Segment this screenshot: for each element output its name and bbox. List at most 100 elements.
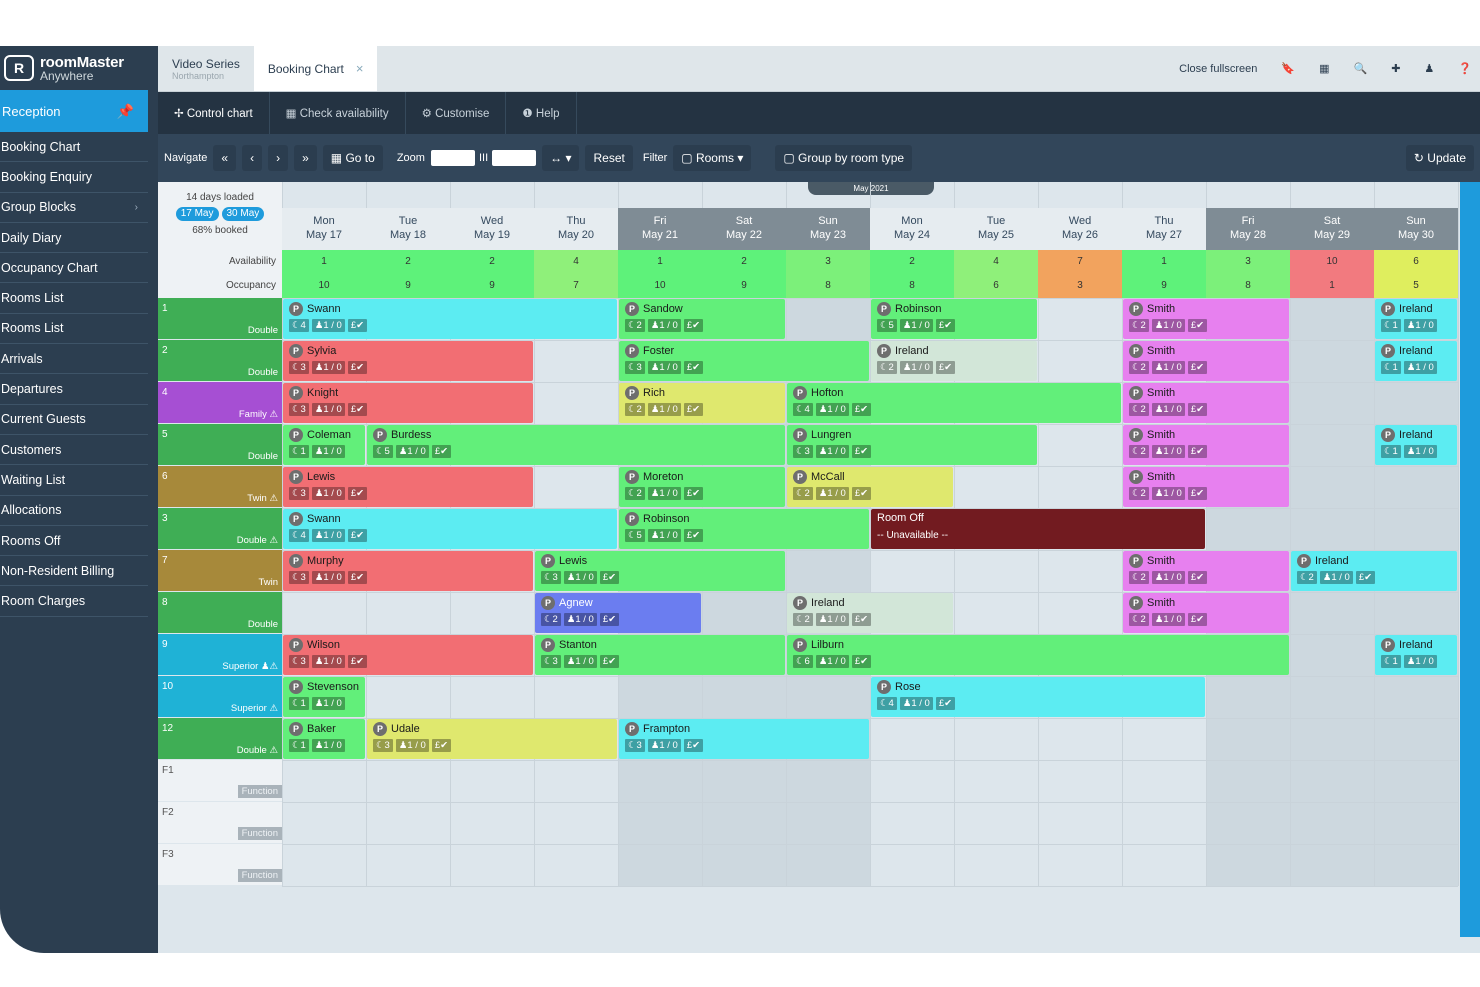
room-label[interactable]: 6 Twin ⚠ <box>158 466 282 508</box>
previous-button[interactable]: ‹ <box>242 145 263 171</box>
help-icon[interactable]: ❓ <box>1458 63 1472 75</box>
booking-block[interactable]: P Agnew ☾2 ♟1 / 0 £✔ <box>535 593 701 633</box>
sidebar-item-waiting-list[interactable]: Waiting List <box>0 465 148 496</box>
booking-block[interactable]: P Ireland ☾1 ♟1 / 0 <box>1375 425 1457 465</box>
room-label[interactable]: 5 Double <box>158 424 282 466</box>
pin-icon[interactable]: 📌 <box>116 102 134 119</box>
booking-block[interactable]: P Swann ☾4 ♟1 / 0 £✔ <box>283 299 617 339</box>
calendar-icon[interactable]: ▦ <box>1319 63 1330 75</box>
room-label[interactable]: F1 Function <box>158 760 282 802</box>
booking-block[interactable]: P Lungren ☾3 ♟1 / 0 £✔ <box>787 425 1037 465</box>
booking-block[interactable]: P Lewis ☾3 ♟1 / 0 £✔ <box>283 467 533 507</box>
next-button[interactable]: › <box>268 145 289 171</box>
room-label[interactable]: 7 Twin <box>158 550 282 592</box>
reset-button[interactable]: Reset <box>585 145 633 171</box>
booking-block[interactable]: P Swann ☾4 ♟1 / 0 £✔ <box>283 509 617 549</box>
sidebar-item-departures[interactable]: Departures <box>0 374 148 405</box>
booking-block[interactable]: P Stevenson ☾1 ♟1 / 0 <box>283 677 365 717</box>
first-page-button[interactable]: « <box>213 145 237 171</box>
group-by-room-type-toggle[interactable]: ▢ Group by room type <box>775 145 913 171</box>
booking-block[interactable]: P Smith ☾2 ♟1 / 0 £✔ <box>1123 467 1289 507</box>
sidebar-item-group-blocks[interactable]: Group Blocks › <box>0 193 148 223</box>
control-chart-button[interactable]: ✢ Control chart <box>158 92 270 134</box>
booking-block[interactable]: P Smith ☾2 ♟1 / 0 £✔ <box>1123 551 1289 591</box>
day-header[interactable]: Sat May 29 <box>1290 208 1374 250</box>
booking-block[interactable]: P Hofton ☾4 ♟1 / 0 £✔ <box>787 383 1121 423</box>
day-header[interactable]: Mon May 17 <box>282 208 366 250</box>
day-header[interactable]: Fri May 21 <box>618 208 702 250</box>
booking-block[interactable]: P Robinson ☾5 ♟1 / 0 £✔ <box>619 509 869 549</box>
room-label[interactable]: 2 Double <box>158 340 282 382</box>
booking-block[interactable]: P Smith ☾2 ♟1 / 0 £✔ <box>1123 593 1289 633</box>
booking-block[interactable]: P Knight ☾3 ♟1 / 0 £✔ <box>283 383 533 423</box>
bookmark-icon[interactable]: 🔖 <box>1281 63 1296 75</box>
booking-block[interactable]: P Ireland ☾2 ♟1 / 0 £✔ <box>871 341 1037 381</box>
day-header[interactable]: Thu May 20 <box>534 208 618 250</box>
sidebar-item-current-guests[interactable]: Current Guests <box>0 405 148 435</box>
booking-block[interactable]: P Ireland ☾2 ♟1 / 0 £✔ <box>787 593 953 633</box>
room-off-block[interactable]: Room Off -- Unavailable -- <box>871 509 1205 549</box>
help-button[interactable]: ❶ Help <box>506 92 577 134</box>
booking-block[interactable]: P Rich ☾2 ♟1 / 0 £✔ <box>619 383 785 423</box>
last-page-button[interactable]: » <box>294 145 317 171</box>
tab-video-series[interactable]: Video Series Northampton <box>158 46 254 91</box>
zoom-track-left[interactable] <box>430 150 475 166</box>
rooms-filter-dropdown[interactable]: ▢ Rooms ▾ <box>673 145 752 171</box>
room-label[interactable]: 8 Double <box>158 592 282 634</box>
plus-icon[interactable]: ✚ <box>1391 63 1401 75</box>
booking-block[interactable]: P Rose ☾4 ♟1 / 0 £✔ <box>871 677 1205 717</box>
sidebar-section-reception[interactable]: Reception 📌 <box>0 90 148 132</box>
room-label[interactable]: 1 Double <box>158 298 282 340</box>
booking-block[interactable]: P Ireland ☾1 ♟1 / 0 <box>1375 299 1457 339</box>
booking-block[interactable]: P Baker ☾1 ♟1 / 0 <box>283 719 365 759</box>
tab-booking-chart[interactable]: Booking Chart × <box>253 46 378 91</box>
booking-block[interactable]: P Smith ☾2 ♟1 / 0 £✔ <box>1123 425 1289 465</box>
customise-button[interactable]: ⚙ Customise <box>406 92 507 134</box>
close-icon[interactable]: × <box>355 61 364 76</box>
booking-block[interactable]: P Sylvia ☾3 ♟1 / 0 £✔ <box>283 341 533 381</box>
booking-block[interactable]: P Coleman ☾1 ♟1 / 0 <box>283 425 365 465</box>
zoom-track-right[interactable] <box>492 150 537 166</box>
day-header[interactable]: Tue May 25 <box>954 208 1038 250</box>
booking-block[interactable]: P Ireland ☾2 ♟1 / 0 £✔ <box>1291 551 1457 591</box>
sidebar-item-booking-enquiry[interactable]: Booking Enquiry <box>0 162 148 193</box>
day-header[interactable]: Sun May 23 <box>786 208 870 250</box>
search-icon[interactable]: 🔍 <box>1353 63 1368 75</box>
day-header[interactable]: Sat May 22 <box>702 208 786 250</box>
sidebar-item-rooms-list[interactable]: Rooms List <box>0 283 148 314</box>
update-button[interactable]: ↻ Update <box>1405 145 1474 171</box>
sidebar-item-daily-diary[interactable]: Daily Diary <box>0 223 148 254</box>
sidebar-item-allocations[interactable]: Allocations <box>0 496 148 526</box>
sidebar-item-occupancy-chart[interactable]: Occupancy Chart <box>0 253 148 284</box>
day-header[interactable]: Fri May 28 <box>1206 208 1290 250</box>
goto-button[interactable]: ▦ Go to <box>322 145 383 171</box>
range-start-pill[interactable]: 17 May <box>175 207 219 221</box>
day-header[interactable]: Sun May 30 <box>1374 208 1458 250</box>
expand-button[interactable]: ↔ ▾ <box>542 145 580 171</box>
booking-block[interactable]: P Lilburn ☾6 ♟1 / 0 £✔ <box>787 635 1289 675</box>
zoom-handle[interactable]: III <box>478 152 489 164</box>
day-header[interactable]: Wed May 26 <box>1038 208 1122 250</box>
booking-block[interactable]: P Lewis ☾3 ♟1 / 0 £✔ <box>535 551 785 591</box>
booking-block[interactable]: P Burdess ☾5 ♟1 / 0 £✔ <box>367 425 785 465</box>
room-label[interactable]: 9 Superior ♟⚠ <box>158 634 282 676</box>
day-header[interactable]: Tue May 18 <box>366 208 450 250</box>
day-header[interactable]: Wed May 19 <box>450 208 534 250</box>
booking-block[interactable]: P Smith ☾2 ♟1 / 0 £✔ <box>1123 383 1289 423</box>
booking-block[interactable]: P Sandow ☾2 ♟1 / 0 £✔ <box>619 299 785 339</box>
sidebar-item-customers[interactable]: Customers <box>0 435 148 466</box>
room-label[interactable]: F3 Function <box>158 844 282 886</box>
booking-block[interactable]: P Ireland ☾1 ♟1 / 0 <box>1375 341 1457 381</box>
room-label[interactable]: 12 Double ⚠ <box>158 718 282 760</box>
booking-block[interactable]: P Smith ☾2 ♟1 / 0 £✔ <box>1123 299 1289 339</box>
room-label[interactable]: 3 Double ⚠ <box>158 508 282 550</box>
booking-block[interactable]: P Ireland ☾1 ♟1 / 0 <box>1375 635 1457 675</box>
sidebar-item-rooms-off[interactable]: Rooms Off <box>0 526 148 557</box>
range-end-pill[interactable]: 30 May <box>221 207 265 221</box>
zoom-slider[interactable]: III <box>430 150 537 166</box>
booking-block[interactable]: P Foster ☾3 ♟1 / 0 £✔ <box>619 341 869 381</box>
booking-block[interactable]: P Stanton ☾3 ♟1 / 0 £✔ <box>535 635 785 675</box>
booking-block[interactable]: P Smith ☾2 ♟1 / 0 £✔ <box>1123 341 1289 381</box>
check-availability-button[interactable]: ▦ Check availability <box>270 92 406 134</box>
user-icon[interactable]: ♟ <box>1424 63 1435 75</box>
